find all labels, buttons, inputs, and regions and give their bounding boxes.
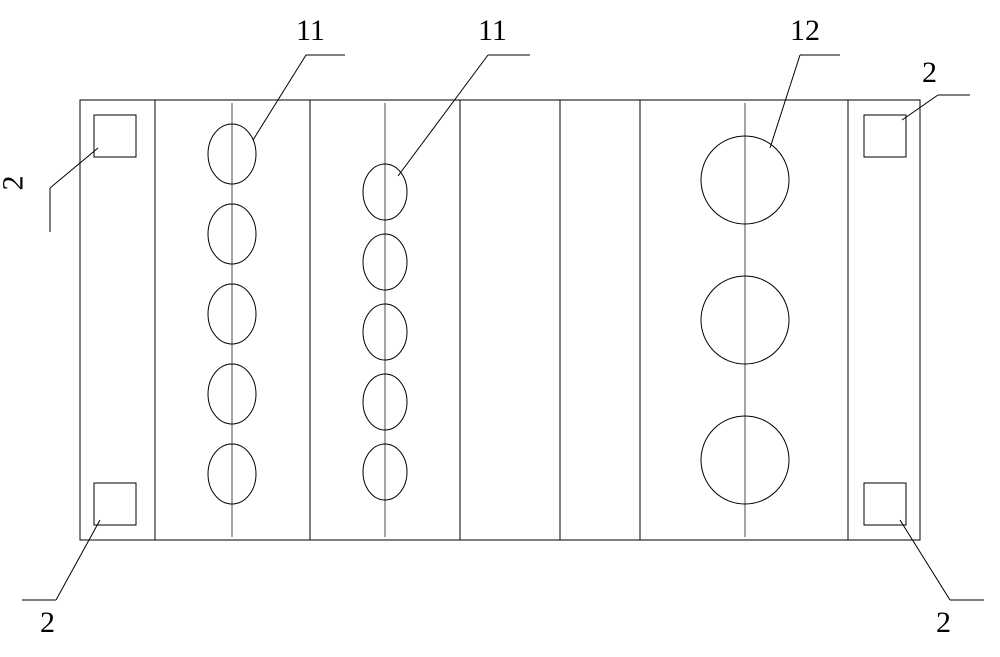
leader-line	[770, 55, 800, 148]
corner-square	[94, 483, 136, 525]
diagram-stage: 11 11 12 2 2 2 2	[0, 0, 1000, 657]
callout-label: 11	[478, 14, 507, 48]
callout-label: 2	[936, 606, 951, 640]
leader-line	[253, 55, 306, 140]
diagram-svg	[0, 0, 1000, 657]
callout-label: 2	[40, 606, 55, 640]
leader-line	[50, 148, 98, 188]
callout-label: 12	[790, 14, 820, 48]
callout-label: 2	[922, 56, 937, 90]
corner-square	[864, 115, 906, 157]
plate-outline	[80, 100, 920, 540]
corner-square	[94, 115, 136, 157]
callout-label: 11	[296, 14, 325, 48]
callout-label: 2	[0, 176, 31, 191]
leader-line	[56, 520, 100, 600]
leader-line	[398, 55, 488, 176]
corner-square	[864, 483, 906, 525]
leader-line	[900, 520, 950, 600]
